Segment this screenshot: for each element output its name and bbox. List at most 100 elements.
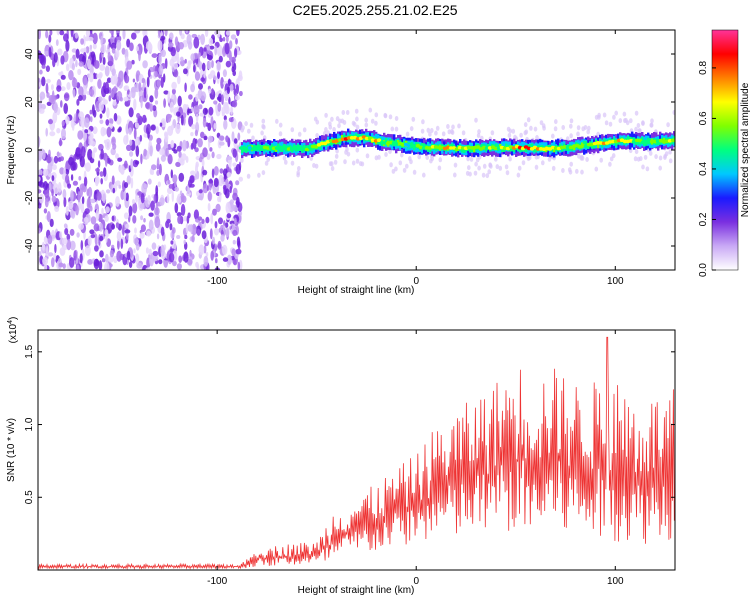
- noise-speckle: [201, 158, 205, 168]
- noise-speckle: [234, 48, 238, 58]
- signal-halo-speckle: [636, 123, 641, 128]
- noise-speckle: [106, 77, 112, 83]
- noise-speckle: [171, 190, 174, 202]
- noise-speckle: [123, 212, 129, 220]
- signal-halo-speckle: [597, 114, 601, 120]
- signal-band-cell: [597, 142, 600, 149]
- noise-speckle: [176, 111, 181, 117]
- noise-speckle: [233, 138, 238, 144]
- snr-multiplier: (x104): [7, 317, 19, 344]
- signal-halo-speckle: [553, 126, 558, 132]
- signal-halo-speckle: [266, 157, 271, 162]
- noise-speckle: [86, 197, 91, 209]
- noise-speckle: [104, 155, 108, 167]
- noise-speckle: [171, 88, 176, 95]
- signal-halo-speckle: [513, 134, 517, 140]
- noise-speckle: [203, 68, 206, 79]
- noise-speckle: [105, 206, 110, 214]
- noise-speckle: [170, 47, 176, 57]
- noise-speckle: [200, 91, 207, 102]
- noise-speckle: [204, 108, 208, 114]
- noise-speckle: [102, 97, 106, 103]
- noise-speckle: [217, 196, 221, 203]
- noise-speckle: [71, 77, 78, 88]
- signal-halo-speckle: [466, 156, 470, 162]
- noise-speckle: [111, 244, 115, 249]
- noise-speckle: [84, 129, 89, 134]
- noise-speckle: [60, 55, 65, 65]
- noise-speckle: [109, 30, 113, 34]
- noise-speckle: [236, 236, 241, 248]
- signal-halo-speckle: [569, 161, 573, 167]
- signal-halo-speckle: [352, 121, 357, 127]
- noise-speckle: [126, 250, 131, 261]
- noise-speckle: [130, 177, 134, 189]
- noise-speckle: [206, 60, 212, 70]
- noise-speckle: [167, 187, 173, 195]
- noise-speckle: [232, 192, 238, 201]
- noise-speckle: [60, 100, 63, 108]
- noise-speckle: [202, 117, 207, 128]
- noise-speckle: [50, 84, 54, 91]
- noise-speckle: [213, 122, 217, 130]
- noise-speckle: [45, 245, 49, 257]
- noise-speckle: [87, 259, 93, 265]
- signal-halo-speckle: [575, 168, 579, 174]
- noise-speckle: [78, 95, 83, 101]
- noise-speckle: [219, 37, 224, 43]
- noise-speckle: [176, 196, 182, 204]
- noise-speckle: [169, 223, 173, 231]
- noise-speckle: [216, 61, 221, 71]
- noise-speckle: [126, 175, 131, 185]
- noise-speckle: [148, 212, 154, 217]
- noise-speckle: [119, 96, 123, 102]
- noise-speckle: [83, 176, 88, 187]
- noise-speckle: [152, 105, 157, 112]
- noise-speckle: [217, 102, 222, 112]
- noise-speckle: [164, 30, 168, 37]
- signal-core-cell: [670, 138, 675, 143]
- noise-speckle: [174, 202, 179, 214]
- signal-halo-speckle: [333, 159, 338, 165]
- noise-speckle: [90, 116, 93, 123]
- signal-halo-speckle: [420, 128, 425, 134]
- colorbar-tick-label: 0.6: [698, 111, 709, 125]
- noise-speckle: [48, 119, 53, 125]
- noise-speckle: [171, 93, 175, 100]
- noise-speckle: [172, 260, 177, 267]
- noise-speckle: [142, 60, 148, 69]
- noise-speckle: [224, 42, 230, 55]
- noise-speckle: [53, 101, 58, 114]
- signal-halo-speckle: [629, 118, 633, 124]
- noise-speckle: [95, 168, 100, 172]
- noise-speckle: [98, 101, 105, 112]
- noise-speckle: [110, 42, 117, 50]
- signal-band-cell: [487, 143, 490, 150]
- noise-speckle: [218, 174, 224, 187]
- noise-speckle: [166, 193, 170, 204]
- noise-speckle: [225, 222, 229, 229]
- noise-speckle: [193, 36, 200, 49]
- noise-speckle: [92, 32, 98, 45]
- noise-speckle: [183, 239, 186, 245]
- noise-speckle: [200, 33, 206, 46]
- noise-speckle: [239, 90, 243, 97]
- noise-speckle: [195, 93, 199, 102]
- noise-speckle: [87, 36, 94, 42]
- signal-halo-speckle: [505, 170, 510, 176]
- noise-speckle: [183, 251, 189, 263]
- noise-speckle: [175, 161, 181, 167]
- signal-band-cell: [603, 138, 606, 145]
- signal-band-cell: [531, 143, 534, 150]
- noise-speckle: [119, 165, 125, 174]
- noise-speckle: [180, 33, 185, 40]
- noise-speckle: [214, 228, 219, 236]
- noise-speckle: [44, 51, 50, 56]
- noise-speckle: [93, 190, 98, 202]
- spectrogram-xlabel: Height of straight line (km): [298, 285, 415, 296]
- noise-speckle: [100, 148, 104, 160]
- noise-speckle: [136, 73, 139, 83]
- noise-speckle: [233, 217, 237, 225]
- spectrogram-ticks: -100 0 100 -40 -20 0 20 40: [24, 30, 675, 287]
- noise-speckle: [186, 259, 193, 265]
